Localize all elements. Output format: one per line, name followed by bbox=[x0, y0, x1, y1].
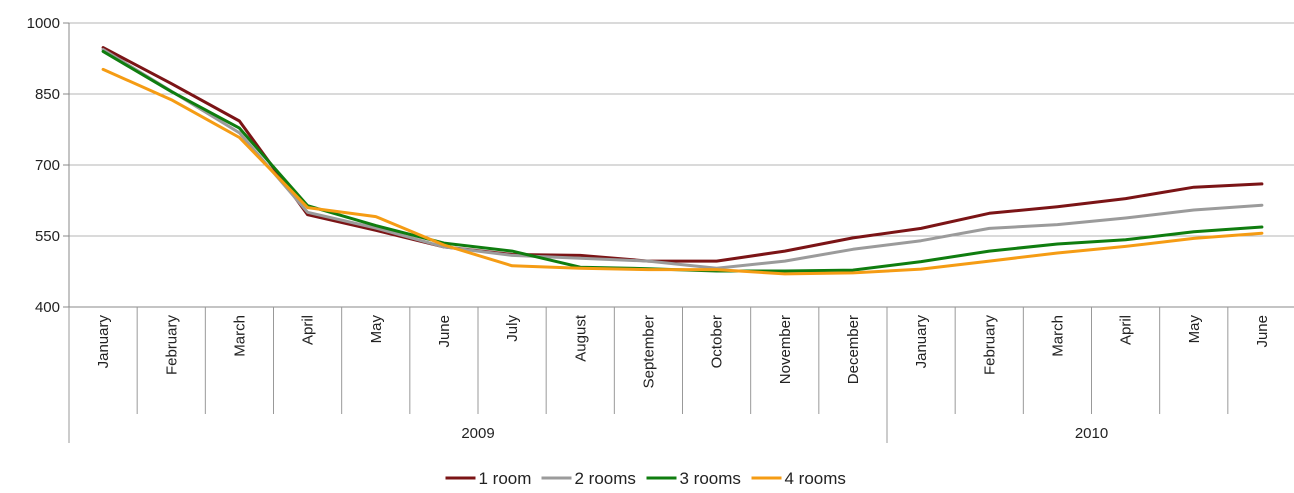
x-tick-label: February bbox=[981, 315, 998, 376]
y-tick-label: 550 bbox=[35, 228, 60, 245]
x-axis: January February March April May June July Augu… bbox=[68, 306, 1294, 443]
x-tick-label: November bbox=[777, 315, 794, 384]
x-tick-label: January bbox=[95, 315, 112, 369]
x-tick-label: January bbox=[913, 315, 930, 369]
legend: 1 room 2 rooms 3 rooms 4 rooms bbox=[445, 469, 846, 488]
y-tick-label: 850 bbox=[35, 86, 60, 103]
series-line bbox=[101, 48, 1264, 270]
x-tick-label: October bbox=[709, 315, 726, 368]
legend-label: 3 rooms bbox=[680, 469, 741, 488]
y-tick-label: 400 bbox=[35, 299, 60, 316]
series-line bbox=[101, 49, 1264, 273]
x-tick-label: March bbox=[231, 315, 248, 357]
series-lines bbox=[101, 46, 1264, 276]
legend-label: 2 rooms bbox=[575, 469, 636, 488]
x-tick-label: December bbox=[845, 315, 862, 384]
x-tick-label: February bbox=[163, 315, 180, 376]
x-tick-label: September bbox=[640, 315, 657, 388]
legend-label: 1 room bbox=[479, 469, 532, 488]
x-tick-label: May bbox=[368, 315, 385, 344]
x-tick-label: April bbox=[1118, 315, 1135, 345]
legend-label: 4 rooms bbox=[785, 469, 846, 488]
x-tick-label: May bbox=[1186, 315, 1203, 344]
x-tick-label: March bbox=[1049, 315, 1066, 357]
x-tick-label: June bbox=[436, 315, 453, 348]
y-tick-label: 1000 bbox=[27, 15, 60, 32]
series-line bbox=[101, 67, 1264, 276]
series-line bbox=[101, 46, 1264, 263]
x-tick-label: August bbox=[572, 314, 589, 362]
x-tick-label: June bbox=[1254, 315, 1271, 348]
y-tick-label: 700 bbox=[35, 157, 60, 174]
x-tick-label: July bbox=[504, 315, 521, 342]
y-axis: 400 550 700 850 1000 bbox=[27, 15, 70, 316]
x-group-label: 2009 bbox=[461, 425, 494, 442]
x-tick-label: April bbox=[300, 315, 317, 345]
x-group-label: 2010 bbox=[1075, 425, 1108, 442]
